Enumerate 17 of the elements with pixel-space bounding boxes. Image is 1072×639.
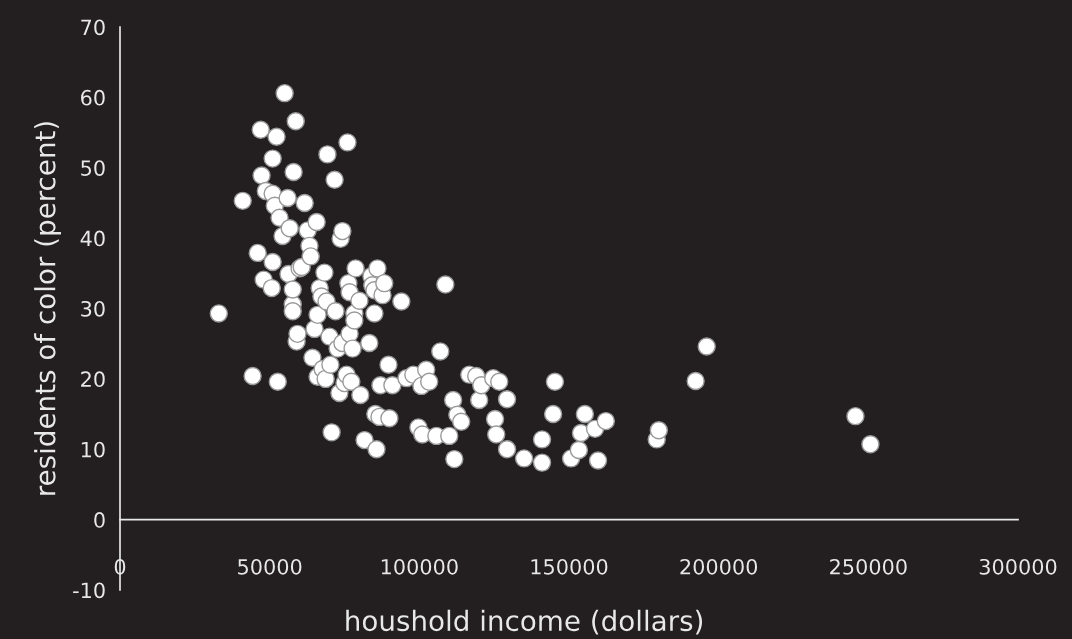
x-tick-label: 300000	[979, 558, 1057, 575]
x-axis-title: houshold income (dollars)	[346, 609, 703, 635]
x-tick-label: 150000	[531, 558, 608, 575]
y-tick-label: 50	[81, 160, 105, 176]
x-tick-label: 250000	[830, 558, 907, 575]
x-tick-label: 100000	[381, 558, 458, 575]
y-tick-label: -10	[73, 582, 105, 599]
x-tick-label: 200000	[680, 558, 758, 575]
y-tick-label: 0	[94, 512, 105, 528]
y-tick-label: 70	[81, 19, 105, 36]
y-tick-label: 40	[80, 230, 105, 247]
y-tick-label: 30	[81, 300, 105, 317]
y-tick-label: 60	[81, 89, 105, 106]
x-tick-label: 50000	[238, 558, 302, 575]
y-tick-label: 10	[81, 441, 105, 458]
y-axis-title: residents of color (percent)	[34, 122, 61, 495]
y-tick-label: 20	[81, 371, 105, 388]
